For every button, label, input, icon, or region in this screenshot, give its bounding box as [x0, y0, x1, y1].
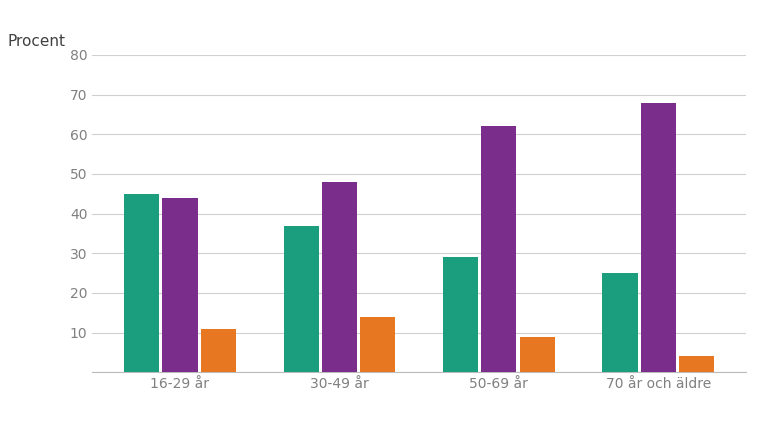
Bar [201, 329, 236, 372]
Bar [481, 126, 516, 372]
Bar [284, 225, 318, 372]
Bar [520, 337, 554, 372]
Bar [124, 194, 159, 372]
Bar [602, 273, 638, 372]
Bar [322, 182, 357, 372]
Bar [443, 257, 478, 372]
Bar [641, 102, 676, 372]
Bar [162, 198, 198, 372]
Bar [679, 356, 714, 372]
Text: Procent: Procent [8, 34, 65, 49]
Bar [360, 317, 395, 372]
